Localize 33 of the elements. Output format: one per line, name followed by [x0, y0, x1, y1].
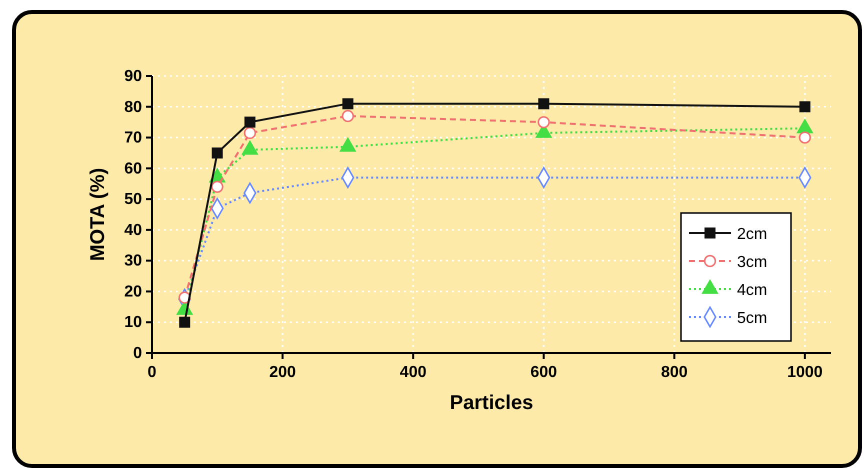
legend-label: 5cm [737, 310, 768, 327]
y-tick-label: 70 [124, 130, 142, 147]
x-tick-label: 200 [269, 364, 296, 381]
point [538, 98, 550, 110]
y-tick-label: 60 [124, 160, 142, 178]
legend-label: 3cm [737, 254, 768, 271]
point [179, 316, 190, 328]
y-tick-label: 90 [124, 68, 142, 85]
x-tick-label: 1000 [787, 364, 823, 381]
y-tick-label: 20 [124, 283, 142, 300]
legend-label: 4cm [737, 282, 768, 299]
point [798, 131, 811, 144]
x-axis-title: Particles [450, 392, 534, 414]
y-tick-label: 40 [124, 222, 142, 239]
y-tick-label: 50 [124, 191, 142, 208]
y-tick-label: 80 [124, 98, 142, 116]
y-tick-label: 10 [124, 314, 142, 332]
y-tick-label: 0 [133, 345, 142, 362]
y-axis-title: MOTA (%) [87, 168, 109, 262]
y-tick-label: 30 [124, 252, 142, 270]
x-tick-label: 400 [400, 364, 427, 381]
x-tick-label: 600 [530, 364, 558, 381]
legend-label: 2cm [737, 226, 768, 243]
point [342, 110, 354, 122]
point [799, 101, 810, 112]
point [244, 126, 256, 140]
x-tick-label: 800 [660, 364, 688, 381]
point [342, 98, 354, 110]
x-tick-label: 0 [148, 364, 157, 381]
point [538, 116, 550, 128]
point [212, 147, 223, 158]
point [211, 180, 224, 193]
point [244, 116, 256, 128]
